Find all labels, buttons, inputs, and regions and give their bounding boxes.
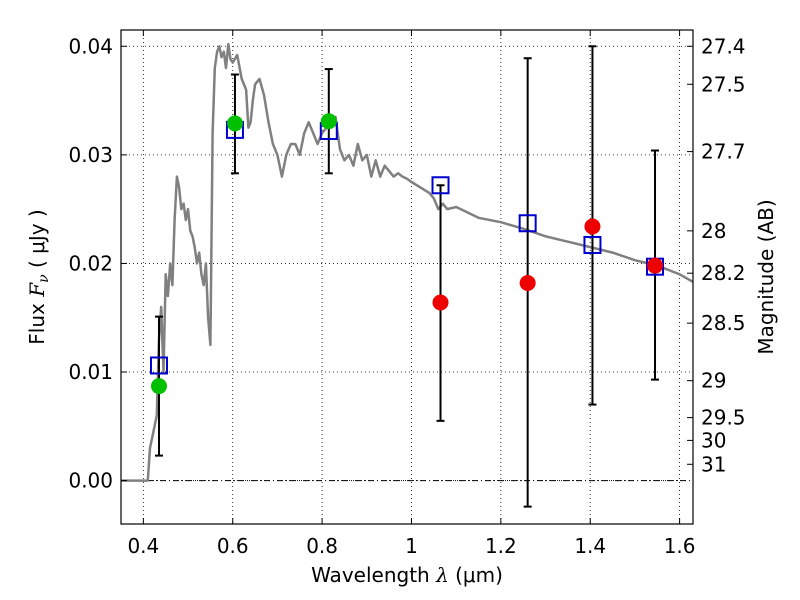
right-tick-label: 30 (701, 428, 726, 452)
x-tick-label: 1.2 (485, 534, 517, 558)
model-photometry-marker (583, 235, 602, 254)
y-axis-symbol-sub: ν (36, 274, 52, 283)
y-tick-label: 0.02 (68, 251, 113, 275)
observed-flux-marker (584, 218, 601, 235)
observed-flux-marker (320, 113, 337, 130)
y-tick-label: 0.04 (68, 34, 113, 58)
observed-flux-marker (150, 378, 167, 395)
y-axis-label: Flux Fν ( μJy ) (25, 209, 52, 344)
right-tick-label: 31 (701, 452, 726, 476)
x-tick-label: 0.6 (217, 534, 249, 558)
model-spectrum-line (121, 42, 693, 482)
model-photometry-marker (431, 176, 450, 195)
observed-flux-marker (647, 257, 664, 274)
right-tick-label: 27.4 (701, 34, 746, 58)
plot-frame (120, 29, 694, 525)
observed-flux-marker (432, 294, 449, 311)
y-axis-symbol: F (25, 282, 49, 298)
x-axis-label: Wavelength λ (μm) (311, 563, 503, 587)
right-tick-label: 29.5 (701, 406, 746, 430)
model-photometry-marker (149, 356, 168, 375)
x-tick-label: 1 (405, 534, 418, 558)
plot-area (121, 42, 693, 508)
observed-flux-marker (519, 274, 536, 291)
observed-flux-markers (150, 113, 664, 395)
right-axis-label: Magnitude (AB) (754, 199, 778, 354)
right-tick-label: 28.2 (701, 261, 746, 285)
x-axis-ticks: 0.4 0.6 0.8 1 1.2 1.4 1.6 (127, 30, 696, 558)
x-tick-label: 1.4 (574, 534, 606, 558)
right-tick-label: 29 (701, 369, 726, 393)
y-tick-label: 0.01 (68, 360, 113, 384)
x-tick-label: 0.8 (306, 534, 338, 558)
grid (121, 30, 693, 524)
right-tick-label: 27.7 (701, 140, 746, 164)
x-axis-symbol: λ (435, 563, 449, 587)
right-tick-label: 28.5 (701, 311, 746, 335)
observed-flux-marker (226, 115, 243, 132)
x-tick-label: 1.6 (664, 534, 696, 558)
y-axis-ticks: 0.00 0.01 0.02 0.03 0.04 (68, 34, 127, 493)
right-tick-label: 27.5 (701, 72, 746, 96)
x-tick-label: 0.4 (127, 534, 159, 558)
y-tick-label: 0.00 (68, 469, 113, 493)
y-tick-label: 0.03 (68, 143, 113, 167)
model-photometry-marker (518, 214, 537, 233)
right-tick-label: 28 (701, 219, 726, 243)
